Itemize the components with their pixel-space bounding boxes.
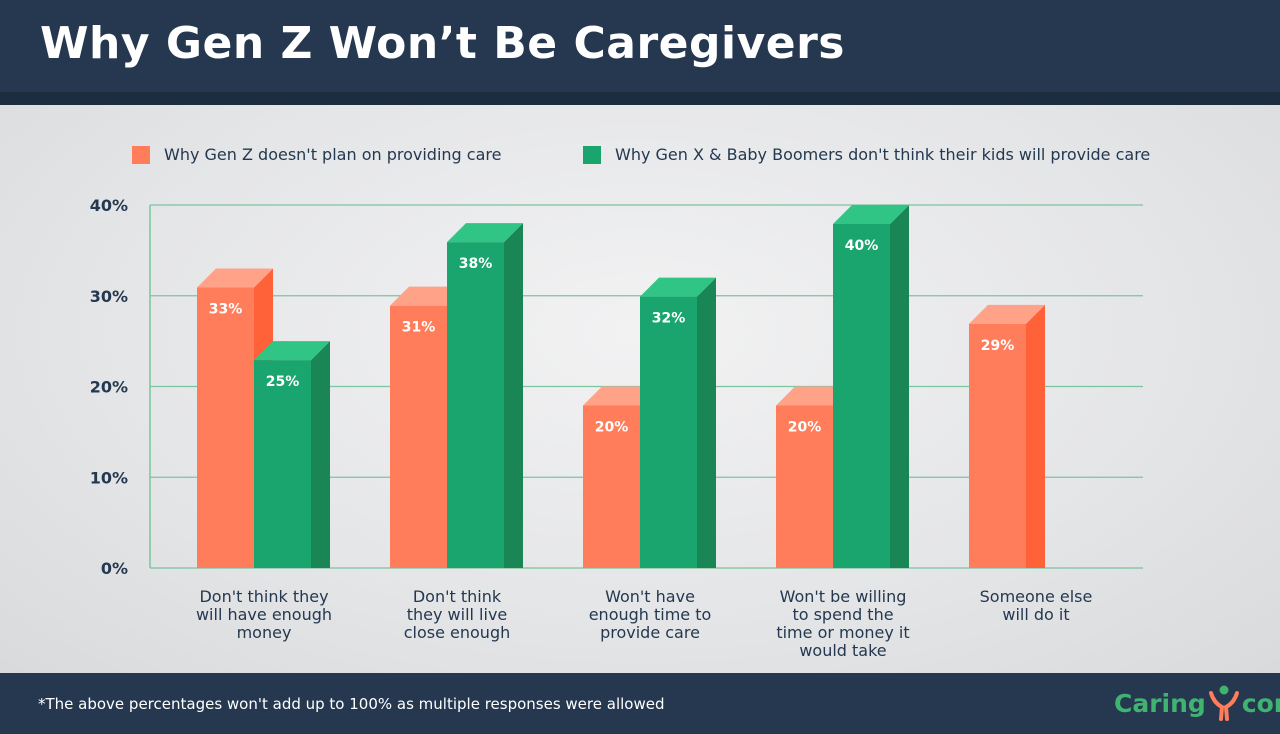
data-label: 32% bbox=[652, 311, 686, 327]
x-tick-label: Someone else bbox=[980, 587, 1093, 606]
x-tick-label: Won't have bbox=[605, 587, 695, 606]
x-tick-label: Won't be willing bbox=[780, 587, 907, 606]
footnote: *The above percentages won't add up to 1… bbox=[38, 695, 665, 713]
y-tick-label: 0% bbox=[101, 559, 128, 578]
bar-top bbox=[969, 304, 1045, 324]
bar-side bbox=[1026, 304, 1045, 568]
bar-side bbox=[697, 277, 716, 568]
bar-side bbox=[504, 223, 523, 568]
data-label: 25% bbox=[266, 374, 300, 390]
y-tick-label: 40% bbox=[90, 196, 128, 215]
data-label: 29% bbox=[981, 338, 1015, 354]
header-divider bbox=[0, 92, 1280, 105]
x-tick-label: would take bbox=[799, 641, 886, 660]
x-tick-label: will have enough bbox=[196, 605, 332, 624]
data-label: 38% bbox=[459, 256, 493, 272]
data-label: 20% bbox=[595, 420, 629, 436]
x-tick-label: time or money it bbox=[776, 623, 909, 642]
bar bbox=[969, 323, 1026, 568]
bar-side bbox=[890, 205, 909, 568]
x-tick-label: they will live bbox=[407, 605, 508, 624]
y-tick-label: 20% bbox=[90, 378, 128, 397]
x-tick-label: provide care bbox=[600, 623, 700, 642]
bar bbox=[197, 287, 254, 568]
caring-com-logo: Caring com bbox=[1114, 685, 1280, 721]
legend-item-gen-x-boomers: Why Gen X & Baby Boomers don't think the… bbox=[583, 145, 1150, 164]
y-tick-label: 30% bbox=[90, 287, 128, 306]
footer: *The above percentages won't add up to 1… bbox=[0, 673, 1280, 734]
x-tick-label: money bbox=[237, 623, 292, 642]
header: Why Gen Z Won’t Be Caregivers bbox=[0, 0, 1280, 92]
bar-top bbox=[447, 223, 523, 243]
bar-top bbox=[833, 205, 909, 224]
bar bbox=[833, 224, 890, 568]
logo-text-left: Caring bbox=[1114, 688, 1206, 718]
legend-swatch-gen-z bbox=[132, 145, 150, 164]
y-tick-label: 10% bbox=[90, 468, 128, 487]
bar bbox=[390, 305, 447, 568]
data-label: 33% bbox=[209, 302, 243, 318]
bar-top bbox=[640, 277, 716, 297]
legend-label-gen-z: Why Gen Z doesn't plan on providing care bbox=[164, 145, 502, 164]
bar bbox=[447, 242, 504, 568]
legend-swatch-gen-x-boomers bbox=[583, 145, 601, 164]
data-label: 40% bbox=[845, 238, 879, 254]
bar bbox=[640, 296, 697, 568]
logo-text-right: com bbox=[1241, 688, 1280, 718]
data-label: 31% bbox=[402, 320, 436, 336]
person-icon bbox=[1208, 685, 1239, 721]
x-tick-label: to spend the bbox=[792, 605, 893, 624]
x-tick-label: enough time to bbox=[589, 605, 712, 624]
x-tick-label: will do it bbox=[1002, 605, 1069, 624]
bar bbox=[776, 405, 833, 568]
x-tick-label: Don't think they bbox=[199, 587, 328, 606]
bar bbox=[254, 360, 311, 568]
page-title: Why Gen Z Won’t Be Caregivers bbox=[40, 18, 845, 69]
legend-label-gen-x-boomers: Why Gen X & Baby Boomers don't think the… bbox=[615, 145, 1151, 164]
data-label: 20% bbox=[788, 420, 822, 436]
x-tick-label: close enough bbox=[404, 623, 511, 642]
legend-item-gen-z: Why Gen Z doesn't plan on providing care bbox=[132, 145, 501, 164]
x-tick-label: Don't think bbox=[413, 587, 502, 606]
bar-side bbox=[311, 341, 330, 568]
bar-top bbox=[254, 341, 330, 361]
bar-top bbox=[197, 268, 273, 288]
bar bbox=[583, 405, 640, 568]
